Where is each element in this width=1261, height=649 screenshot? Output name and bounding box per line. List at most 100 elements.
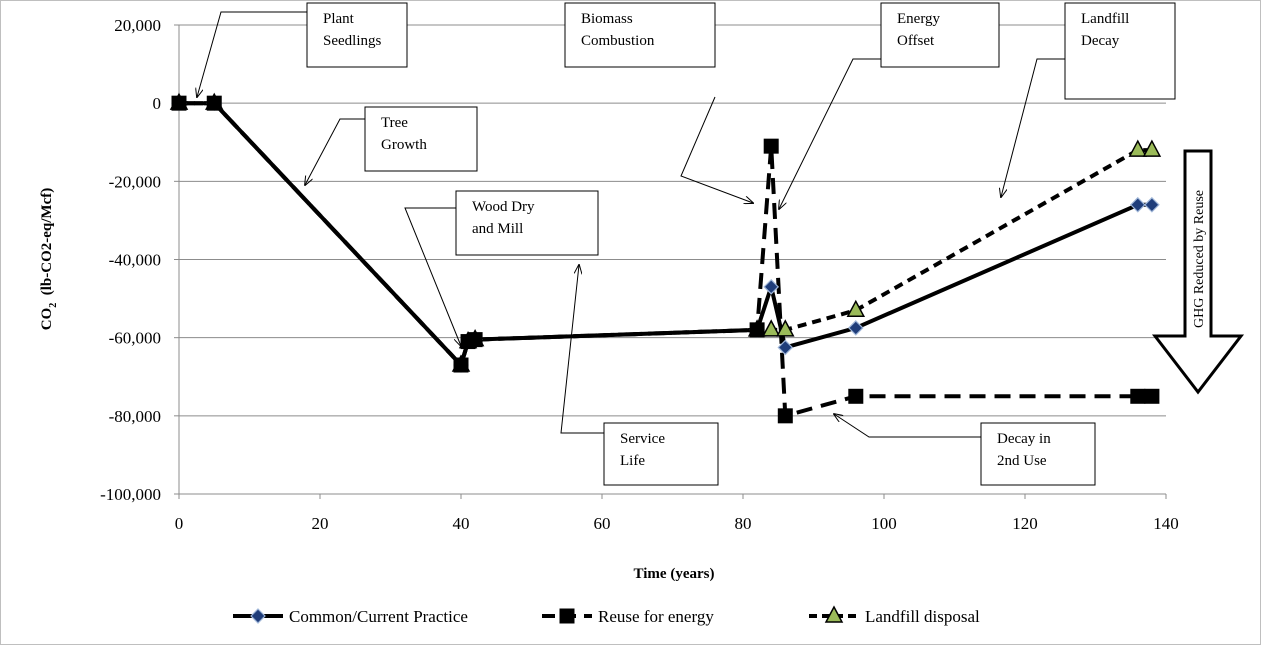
annotation-text: Seedlings bbox=[323, 33, 381, 49]
annotation-text: Biomass bbox=[581, 11, 633, 27]
x-tick-label: 40 bbox=[453, 514, 470, 533]
x-axis-title: Time (years) bbox=[634, 566, 715, 582]
y-tick-label: -80,000 bbox=[109, 407, 161, 426]
annotation-text: Landfill bbox=[1081, 11, 1129, 27]
y-axis-title-main: CO bbox=[39, 308, 55, 331]
x-tick-label: 60 bbox=[594, 514, 611, 533]
y-tick-label: 20,000 bbox=[114, 16, 161, 35]
annotation-plant-seedlings: Plant Seedlings bbox=[197, 2, 408, 97]
data-point bbox=[1142, 139, 1162, 157]
annotation-arrow bbox=[834, 414, 981, 438]
x-tick-label: 140 bbox=[1153, 514, 1179, 533]
annotation-box bbox=[880, 2, 1000, 68]
annotation-text: Wood Dry bbox=[472, 199, 535, 215]
data-point bbox=[777, 339, 794, 356]
annotation-box bbox=[306, 2, 408, 68]
annotation-text: Combustion bbox=[581, 33, 655, 49]
legend-item-1: Reuse for energy bbox=[542, 607, 714, 626]
annotation-arrow bbox=[560, 265, 604, 434]
legend-marker bbox=[824, 605, 844, 623]
series-markers-2 bbox=[169, 92, 1162, 372]
annotation-layer: Plant Seedlings Tree Growth Wood Dry and Mill… bbox=[197, 2, 1176, 486]
annotation-box bbox=[1064, 2, 1176, 100]
annotation-text: Service bbox=[620, 431, 665, 447]
legend-item-0: Common/Current Practice bbox=[233, 607, 468, 626]
data-point bbox=[206, 95, 222, 111]
annotation-text: Offset bbox=[897, 33, 935, 49]
x-tick-label: 0 bbox=[175, 514, 184, 533]
x-tick-label: 20 bbox=[312, 514, 329, 533]
grid-layer bbox=[179, 24, 1166, 495]
legend: Common/Current Practice Reuse for energy L… bbox=[233, 605, 980, 626]
annotation-box bbox=[603, 422, 719, 486]
data-point bbox=[846, 299, 866, 318]
data-point bbox=[848, 388, 864, 404]
y-tick-label: -20,000 bbox=[109, 172, 161, 191]
y-tick-label: -60,000 bbox=[109, 329, 161, 348]
data-point bbox=[1144, 388, 1160, 404]
annotation-text: 2nd Use bbox=[997, 453, 1047, 469]
data-point bbox=[763, 279, 780, 295]
series-line bbox=[179, 101, 1152, 367]
data-point bbox=[1130, 388, 1146, 404]
legend-marker bbox=[559, 608, 575, 624]
x-tick-label: 120 bbox=[1012, 514, 1038, 533]
annotation-arrow bbox=[404, 207, 461, 346]
annotation-arrow bbox=[1001, 58, 1065, 197]
series-markers-0 bbox=[171, 95, 1160, 373]
annotation-landfill-decay: Landfill Decay bbox=[1001, 2, 1176, 197]
annotation-service-life: Service Life bbox=[560, 265, 719, 486]
annotation-box bbox=[564, 2, 716, 68]
annotation-arrow bbox=[197, 11, 307, 97]
y-tick-label: -40,000 bbox=[109, 251, 161, 270]
annotation-text: Energy bbox=[897, 11, 941, 27]
annotation-text: and Mill bbox=[472, 221, 523, 237]
annotation-box bbox=[455, 190, 599, 256]
legend-label: Landfill disposal bbox=[865, 607, 980, 626]
data-point bbox=[1129, 196, 1146, 213]
annotation-arrow bbox=[305, 118, 365, 185]
data-point bbox=[847, 320, 864, 336]
legend-label: Common/Current Practice bbox=[289, 607, 468, 626]
data-point bbox=[777, 408, 793, 424]
data-point bbox=[453, 357, 469, 373]
annotation-text: Life bbox=[620, 453, 645, 469]
annotation-tree-growth: Tree Growth bbox=[305, 106, 478, 185]
data-point bbox=[467, 332, 483, 348]
series-0 bbox=[179, 101, 1152, 367]
series-2 bbox=[179, 101, 1152, 367]
ghg-reduced-arrow: GHG Reduced by Reuse bbox=[1151, 149, 1245, 395]
legend-label: Reuse for energy bbox=[598, 607, 714, 626]
annotation-box bbox=[980, 422, 1096, 486]
ghg-reduced-arrow-label: GHG Reduced by Reuse bbox=[1192, 190, 1207, 328]
y-axis-title: CO2 (lb-CO2-eq/Mcf) bbox=[39, 188, 59, 330]
annotation-text: Decay in bbox=[997, 431, 1051, 447]
data-point bbox=[171, 95, 187, 111]
x-tick-label: 100 bbox=[871, 514, 897, 533]
data-point bbox=[749, 322, 765, 338]
y-axis-title-rest: (lb-CO2-eq/Mcf) bbox=[39, 188, 55, 303]
x-tick-label: 80 bbox=[735, 514, 752, 533]
annotation-biomass-combustion: Biomass Combustion bbox=[564, 2, 753, 203]
annotation-decay-2nd-use: Decay in 2nd Use bbox=[834, 414, 1096, 486]
series-line bbox=[179, 101, 1152, 367]
legend-marker bbox=[250, 608, 266, 624]
annotation-text: Growth bbox=[381, 137, 427, 153]
annotation-arrow bbox=[680, 96, 753, 203]
annotation-box bbox=[364, 106, 478, 172]
y-tick-label: 0 bbox=[153, 94, 162, 113]
annotation-text: Decay bbox=[1081, 33, 1120, 49]
data-point bbox=[761, 319, 781, 337]
legend-item-2: Landfill disposal bbox=[809, 605, 980, 626]
annotation-arrow bbox=[779, 58, 881, 209]
y-tick-label: -100,000 bbox=[100, 485, 161, 504]
annotation-text: Plant bbox=[323, 11, 355, 27]
data-point bbox=[763, 138, 779, 154]
series-layer bbox=[169, 92, 1162, 424]
data-point bbox=[1144, 196, 1160, 213]
annotation-wood-dry-mill: Wood Dry and Mill bbox=[404, 190, 599, 346]
series-markers-1 bbox=[171, 95, 1160, 424]
data-point bbox=[776, 319, 795, 337]
